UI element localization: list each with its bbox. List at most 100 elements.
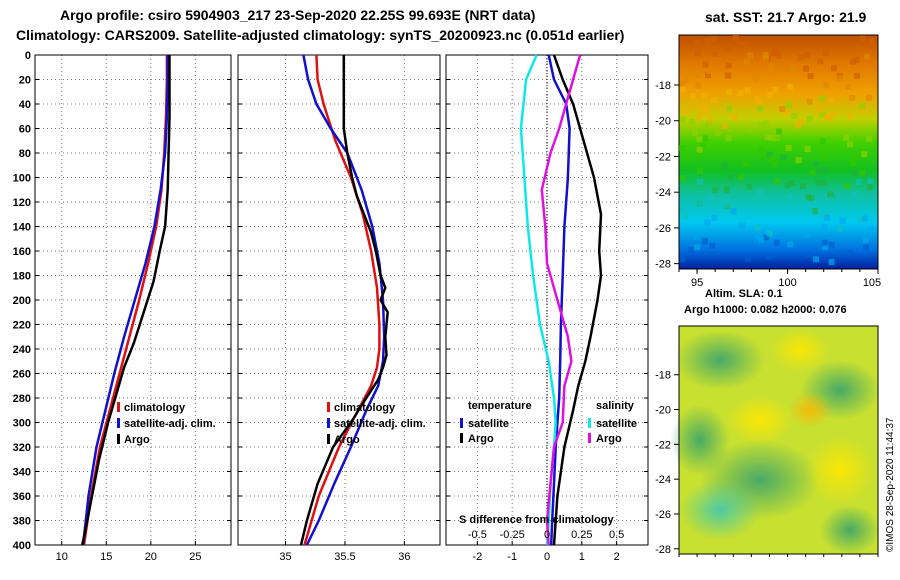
sst-pixel bbox=[787, 83, 794, 90]
sst-pixel bbox=[711, 214, 718, 221]
sst-pixel bbox=[859, 103, 866, 110]
sst-pixel bbox=[743, 58, 750, 65]
sst-pixel bbox=[704, 37, 711, 44]
sst-pixel bbox=[775, 128, 782, 135]
sst-pixel bbox=[851, 155, 858, 162]
salinity-panel: 35 35.5 36 climatology satellite-adj. clim. A… bbox=[237, 54, 441, 563]
sst-pixel bbox=[705, 120, 712, 127]
sst-pixel bbox=[730, 208, 737, 215]
legend-swatch bbox=[327, 434, 330, 444]
x-tick-label: 10 bbox=[56, 551, 68, 563]
sst-pixel bbox=[859, 169, 866, 176]
sst-pixel bbox=[712, 187, 719, 194]
sst-pixel bbox=[727, 174, 734, 180]
series-line bbox=[552, 54, 603, 546]
series-line bbox=[303, 54, 381, 546]
series-line bbox=[540, 54, 582, 546]
sst-pixel bbox=[702, 61, 709, 68]
y-tick-label: 60 bbox=[19, 124, 31, 136]
sst-pixel bbox=[702, 123, 709, 130]
sst-pixel bbox=[696, 114, 702, 121]
sst-pixel bbox=[768, 134, 775, 141]
sst-pixel bbox=[804, 146, 811, 152]
sst-pixel bbox=[701, 105, 708, 112]
sst-pixel bbox=[703, 108, 710, 115]
sst-pixel bbox=[741, 41, 748, 48]
sst-pixel bbox=[860, 108, 867, 115]
legend-swatch bbox=[327, 418, 330, 428]
legend-label: satellite bbox=[596, 418, 637, 430]
sst-pixel bbox=[806, 115, 813, 122]
sla-blob bbox=[805, 435, 875, 505]
sst-pixel bbox=[732, 35, 739, 41]
y-tick-label: 0 bbox=[25, 50, 31, 62]
y-tick-label: 180 bbox=[13, 271, 31, 283]
sst-pixel bbox=[793, 125, 800, 132]
legend-label: Argo bbox=[596, 433, 622, 445]
sst-pixel bbox=[804, 231, 811, 238]
x-tick-label: 36 bbox=[398, 551, 410, 563]
sst-pixel bbox=[679, 256, 686, 263]
map-x-label: 95 bbox=[691, 277, 703, 289]
sst-pixel bbox=[723, 186, 730, 193]
plot-frame bbox=[34, 54, 232, 546]
sst-pixel bbox=[707, 116, 714, 123]
sst-pixel bbox=[693, 233, 700, 240]
title-line-1: Argo profile: csiro 5904903_217 23-Sep-2… bbox=[60, 7, 535, 23]
sst-pixel bbox=[742, 160, 749, 167]
legend-label: Argo bbox=[334, 434, 360, 446]
sla-blob bbox=[820, 505, 880, 555]
y-tick-label: 100 bbox=[13, 173, 31, 185]
legend-swatch bbox=[117, 418, 120, 428]
map-y-label: -28 bbox=[655, 259, 671, 271]
y-tick-label: 140 bbox=[13, 222, 31, 234]
sst-pixel bbox=[862, 215, 869, 222]
sst-pixel bbox=[679, 175, 686, 181]
sst-pixel bbox=[790, 64, 797, 71]
sst-pixel bbox=[868, 38, 875, 45]
legend-label: satellite bbox=[468, 418, 509, 430]
sst-pixel bbox=[828, 98, 835, 105]
sst-pixel bbox=[763, 234, 770, 241]
series-line bbox=[299, 55, 389, 546]
sst-pixel bbox=[714, 129, 721, 136]
legend-swatch bbox=[460, 433, 463, 443]
imos-credit: ©IMOS 28-Sep-2020 11:44:37 bbox=[885, 417, 896, 552]
sst-pixel bbox=[807, 73, 814, 80]
sst-pixel bbox=[766, 253, 773, 260]
x-tick-label: 2 bbox=[614, 551, 620, 563]
legend-swatch bbox=[588, 418, 591, 428]
sst-pixel bbox=[786, 194, 793, 201]
sal-axis-label: -0.25 bbox=[500, 529, 525, 541]
series-line bbox=[81, 55, 169, 546]
sst-pixel bbox=[863, 244, 869, 251]
y-tick-label: 160 bbox=[13, 246, 31, 258]
y-tick-label: 20 bbox=[19, 75, 31, 87]
sst-pixel bbox=[827, 191, 834, 198]
sst-pixel bbox=[828, 241, 835, 248]
legend-title: salinity bbox=[596, 400, 635, 412]
sst-pixel bbox=[746, 183, 753, 190]
legend-swatch bbox=[117, 434, 120, 444]
y-tick-label: 360 bbox=[13, 491, 31, 503]
sst-pixel bbox=[688, 118, 695, 125]
map-y-label: -26 bbox=[655, 509, 671, 521]
sst-pixel bbox=[831, 65, 837, 72]
sst-pixel bbox=[847, 249, 854, 256]
sst-pixel bbox=[694, 244, 701, 251]
sst-pixel bbox=[861, 151, 868, 158]
sst-pixel bbox=[816, 107, 823, 114]
sst-pixel bbox=[768, 156, 775, 162]
sst-pixel bbox=[795, 157, 802, 164]
sst-pixel bbox=[758, 237, 765, 244]
x-tick-label: 1 bbox=[579, 551, 585, 563]
sst-pixel bbox=[768, 63, 775, 70]
sst-pixel bbox=[779, 106, 786, 113]
sst-pixel bbox=[770, 50, 777, 56]
sst-pixel bbox=[744, 255, 751, 262]
sst-pixel bbox=[747, 52, 754, 59]
sst-pixel bbox=[766, 230, 773, 237]
series-line bbox=[80, 55, 171, 546]
sst-pixel bbox=[822, 243, 829, 250]
sst-pixel bbox=[830, 112, 837, 119]
